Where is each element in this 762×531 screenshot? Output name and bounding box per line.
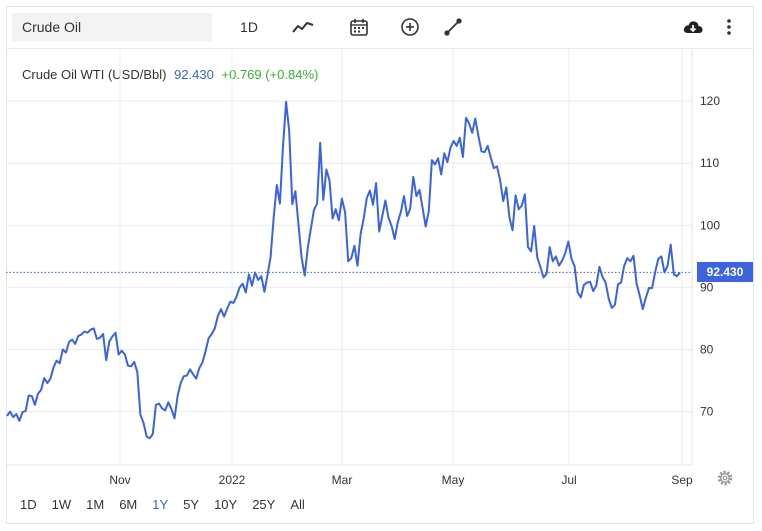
y-tick-label: 80 [700, 343, 714, 357]
range-button-1w[interactable]: 1W [51, 497, 72, 512]
x-tick-label: Mar [332, 473, 353, 487]
chart-toolbar: 1D [6, 6, 754, 49]
range-button-6m[interactable]: 6M [119, 497, 138, 512]
y-tick-label: 70 [700, 405, 714, 419]
x-tick-label: Sep [671, 473, 693, 487]
y-tick-label: 110 [700, 156, 719, 170]
more-options-icon[interactable] [720, 14, 738, 40]
instrument-name: Crude Oil WTI (USD/Bbl) [22, 67, 167, 82]
instrument-price: 92.430 [174, 67, 214, 82]
series-line [6, 100, 681, 440]
download-icon[interactable] [680, 14, 706, 40]
add-indicator-icon[interactable] [397, 14, 423, 40]
settings-gear-icon[interactable] [716, 469, 734, 487]
y-tick-label: 120 [700, 94, 720, 108]
range-button-10y[interactable]: 10Y [214, 497, 238, 512]
instrument-change: +0.769 (+0.84%) [221, 67, 319, 82]
y-tick-label: 100 [700, 218, 720, 232]
range-button-1m[interactable]: 1M [86, 497, 105, 512]
range-button-25y[interactable]: 25Y [252, 497, 276, 512]
range-button-5y[interactable]: 5Y [183, 497, 200, 512]
x-tick-label: 2022 [219, 473, 246, 487]
last-price-tag: 92.430 [697, 262, 753, 283]
x-tick-label: Jul [561, 473, 576, 487]
range-button-1y[interactable]: 1Y [152, 497, 169, 512]
draw-line-icon[interactable] [440, 14, 466, 40]
x-tick-label: May [442, 473, 465, 487]
y-tick-label: 90 [700, 280, 714, 294]
instrument-header: Crude Oil WTI (USD/Bbl) 92.430 +0.769 (+… [22, 67, 322, 82]
range-button-all[interactable]: All [290, 497, 305, 512]
range-selector: 1D 1W 1M 6M 1Y 5Y 10Y 25Y All [20, 497, 320, 515]
calendar-icon[interactable] [346, 14, 372, 40]
symbol-search-input[interactable] [12, 13, 212, 41]
chart-frame [6, 6, 754, 524]
interval-button[interactable]: 1D [240, 19, 258, 35]
x-tick-label: Nov [109, 473, 130, 487]
range-button-1d[interactable]: 1D [20, 497, 37, 512]
chart-type-icon[interactable] [290, 14, 316, 40]
